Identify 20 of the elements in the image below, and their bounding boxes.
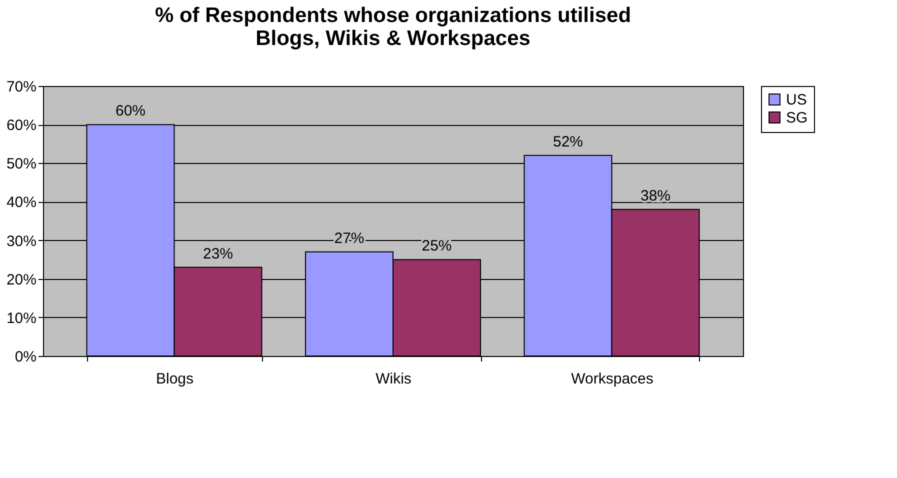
y-tick-label: 0% [14, 348, 36, 366]
data-label: 23% [202, 245, 234, 262]
x-tick-label: Blogs [156, 370, 194, 388]
data-label: 60% [115, 102, 146, 120]
legend-label: US [786, 92, 807, 108]
text: Blogs, Wikis & Workspaces [256, 27, 530, 50]
data-label: 52% [552, 133, 584, 150]
x-tick-label: Workspaces [571, 370, 654, 388]
data-label: 25% [422, 238, 452, 255]
y-tick-label: 20% [6, 271, 36, 288]
legend-label: SG [786, 110, 808, 126]
x-tick-label: Wikis [376, 370, 412, 388]
y-tick-label: 10% [6, 310, 36, 327]
y-tick-label: 40% [6, 194, 36, 212]
data-label: 38% [640, 187, 671, 204]
text: % of Respondents whose organizations utilised [154, 4, 632, 27]
y-tick-label: 60% [6, 117, 36, 134]
y-tick-label: 70% [6, 78, 36, 96]
y-tick-label: 50% [6, 156, 36, 173]
y-tick-label: 30% [6, 232, 36, 250]
